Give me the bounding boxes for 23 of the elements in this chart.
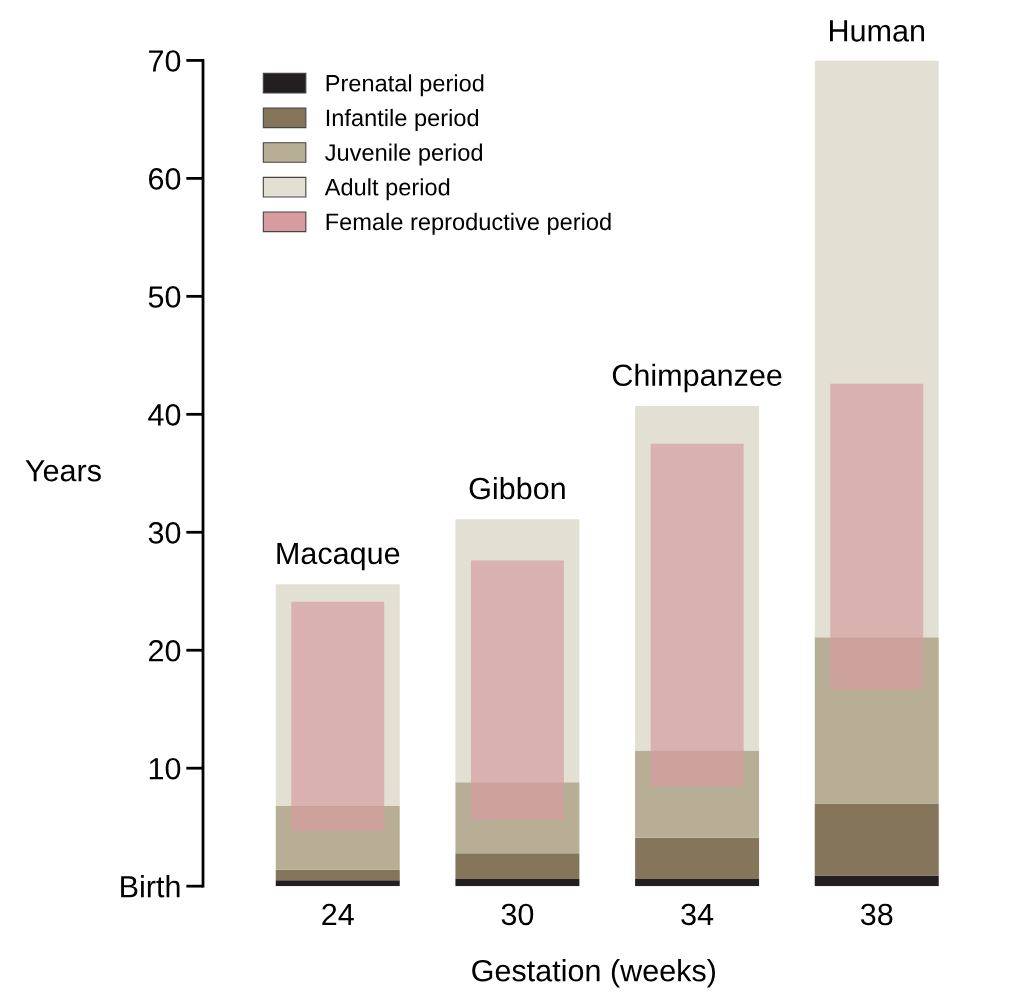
legend-label: Infantile period (326, 108, 479, 131)
x-tick-label: 24 (322, 903, 354, 925)
y-tick-label: 20 (149, 639, 181, 662)
y-tick-label: 50 (148, 286, 181, 308)
legend-label: Prenatal period (326, 74, 484, 97)
x-tick-label: 30 (501, 903, 534, 926)
y-tick-label: 10 (149, 757, 181, 780)
x-tick-label: 34 (681, 903, 714, 926)
legend-label: Female reproductive period (326, 212, 611, 235)
annotation: Chimpanzee (612, 363, 782, 393)
legend-label: Adult period (324, 178, 450, 201)
y-axis-title: Years (25, 460, 101, 482)
annotation: Gibbon (469, 476, 565, 500)
annotation: Human (830, 20, 925, 42)
x-axis-title: Gestation (weeks) (472, 959, 715, 988)
y-tick-label: 70 (149, 50, 181, 72)
y-tick-label: 40 (148, 404, 181, 426)
annotation: Macaque (277, 542, 400, 571)
y-tick-label: 60 (149, 168, 181, 190)
legend-label: Juvenile period (325, 143, 483, 166)
y-tick-label: 30 (148, 522, 181, 544)
y-tick-label: Birth (121, 875, 180, 898)
x-tick-label: 38 (860, 903, 893, 926)
